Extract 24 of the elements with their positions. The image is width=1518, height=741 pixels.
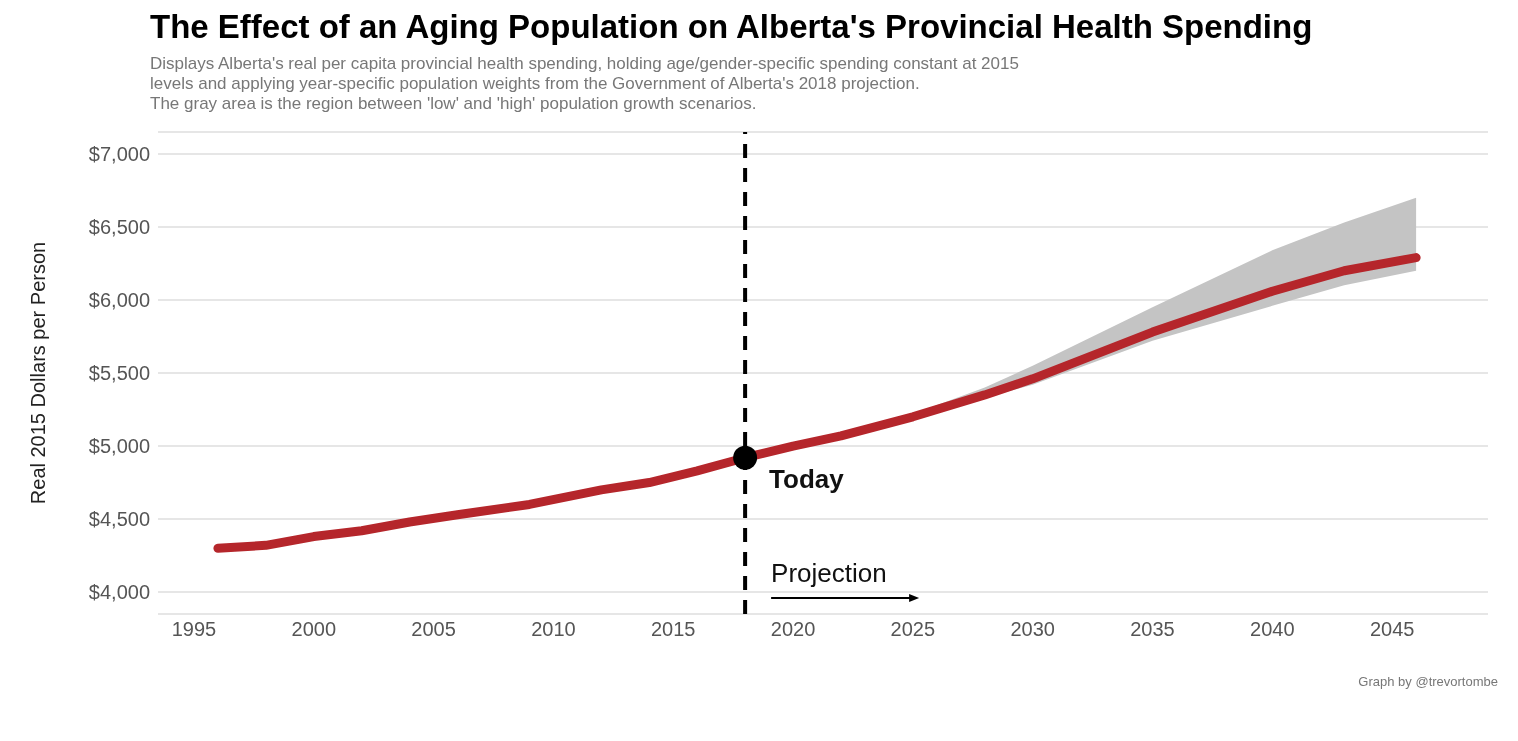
chart-subtitle: Displays Alberta's real per capita provincial health spending, holding age/gender-specific spending constant at 2015 levels and applying year-specific population weights from the Government of Alberta's 2018 projection. The gray area is the region between 'low' and 'high' population growth scenarios. (150, 54, 1020, 114)
x-tick-label: 2035 (1130, 618, 1175, 641)
y-tick-label: $4,000 (88, 581, 150, 604)
y-tick-label: $6,000 (88, 289, 150, 312)
y-tick-label: $5,000 (88, 435, 150, 458)
y-tick-label: $5,500 (88, 362, 150, 385)
x-tick-label: 2020 (770, 618, 816, 641)
x-tick-label: 2045 (1369, 618, 1415, 641)
text: Graph by @trevortombe (1357, 674, 1498, 689)
y-tick-label: $4,500 (88, 508, 150, 531)
x-tick-label: 2025 (890, 618, 936, 641)
x-tick-label: 2005 (411, 618, 456, 641)
y-axis-title: Real 2015 Dollars per Person (27, 241, 50, 505)
chart-title: The Effect of an Aging Population on Alberta's Provincial Health Spending (150, 8, 1314, 46)
x-tick-label: 2030 (1010, 618, 1055, 641)
x-tick-label: 1995 (171, 618, 217, 641)
y-tick-label: $7,000 (88, 143, 150, 166)
annotation: Today (769, 463, 845, 494)
y-tick-label: $6,500 (88, 216, 150, 239)
annotation: Projection (771, 558, 887, 589)
x-tick-label: 2040 (1250, 618, 1295, 641)
x-tick-label: 2015 (650, 618, 696, 641)
x-tick-label: 2000 (291, 618, 337, 641)
x-tick-label: 2010 (531, 618, 576, 641)
